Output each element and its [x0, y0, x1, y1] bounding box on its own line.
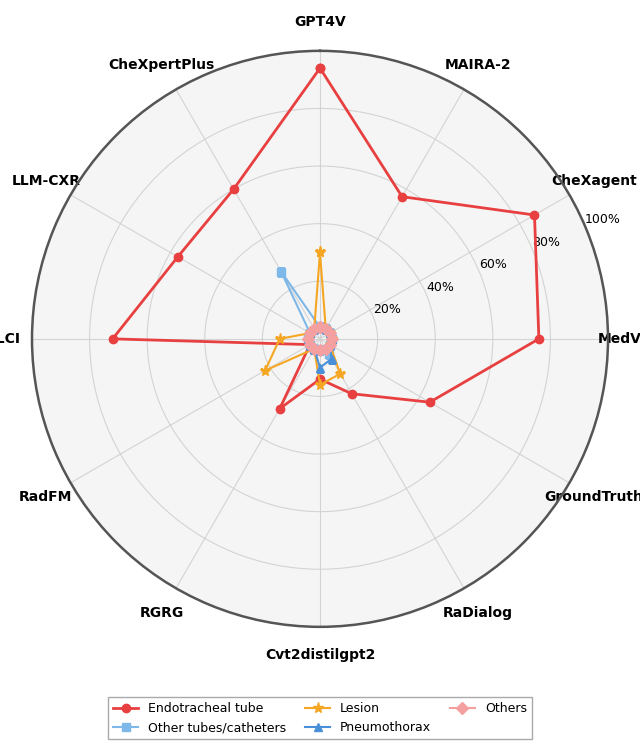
Legend: Endotracheal tube, Other tubes/catheters, Lesion, Pneumothorax, Others: Endotracheal tube, Other tubes/catheters…	[108, 697, 532, 739]
